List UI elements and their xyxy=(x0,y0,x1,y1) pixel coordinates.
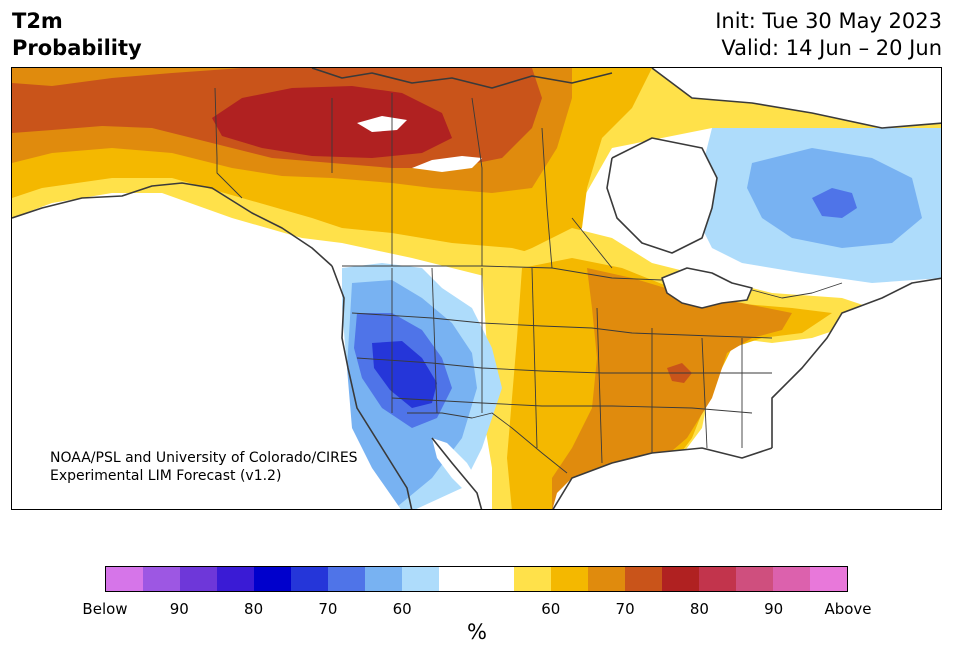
us-shading xyxy=(332,228,872,509)
arctic-coast xyxy=(651,68,941,129)
colorbar-segment xyxy=(106,567,144,591)
colorbar-segment xyxy=(217,567,255,591)
colorbar-segment xyxy=(291,567,329,591)
colorbar-segment xyxy=(550,567,588,591)
state-border-col-4 xyxy=(531,267,538,449)
province-border-5 xyxy=(571,217,613,269)
colorbar-segment xyxy=(735,567,773,591)
colorbar-segment xyxy=(402,567,440,591)
hudson-bay xyxy=(607,138,717,253)
map-title: T2m Probability xyxy=(12,8,142,62)
alaska-coast xyxy=(12,182,333,267)
us-mexico-border xyxy=(407,412,568,474)
pacific-ocean xyxy=(12,198,401,509)
coastlines xyxy=(12,68,941,509)
credit-line-1: NOAA/PSL and University of Colorado/CIRE… xyxy=(50,450,358,466)
colorbar-segment xyxy=(661,567,699,591)
probability-colorbar xyxy=(105,566,848,592)
atlantic-ocean xyxy=(772,298,941,488)
colorbar-segment xyxy=(328,567,366,591)
colorbar-segment xyxy=(513,567,551,591)
colorbar-tick-label: 80 xyxy=(689,600,709,618)
hudson-bay-coast xyxy=(606,137,718,254)
colorbar-segment xyxy=(476,567,514,591)
colorbar-tick-label: 70 xyxy=(318,600,338,618)
zone-east-mid-blue xyxy=(812,188,857,218)
province-border-3 xyxy=(471,97,483,266)
state-border-col-7 xyxy=(701,337,708,449)
colorbar-tick-label: Above xyxy=(824,600,872,618)
colorbar-segment xyxy=(772,567,810,591)
baja-coast xyxy=(431,437,483,509)
west-coast xyxy=(331,265,413,509)
map-canvas xyxy=(12,68,941,509)
colorbar-unit: % xyxy=(467,620,487,644)
colorbar-tick-label: 80 xyxy=(244,600,264,618)
colorbar-segment xyxy=(698,567,736,591)
gulf-of-mexico xyxy=(552,448,941,509)
title-variable: T2m xyxy=(12,9,63,33)
state-border-row-2 xyxy=(356,357,772,374)
credit-line-2: Experimental LIM Forecast (v1.2) xyxy=(50,468,282,484)
zone-us-orange xyxy=(552,268,792,509)
us-canada-border-east xyxy=(751,282,843,299)
province-border-4 xyxy=(541,127,553,269)
colorbar-tick-label: Below xyxy=(82,600,128,618)
forecast-dates: Init: Tue 30 May 2023 Valid: 14 Jun – 20… xyxy=(715,8,942,62)
valid-date: Valid: 14 Jun – 20 Jun xyxy=(721,36,942,60)
state-border-col-5 xyxy=(596,307,603,464)
colorbar-tick-label: 90 xyxy=(764,600,784,618)
colorbar-segment xyxy=(439,567,477,591)
great-slave-lake xyxy=(412,156,482,172)
init-date: Init: Tue 30 May 2023 xyxy=(715,9,942,33)
colorbar-tick-label: 90 xyxy=(169,600,189,618)
great-bear-lake xyxy=(357,116,407,132)
colorbar-segment xyxy=(180,567,218,591)
great-lakes xyxy=(662,268,752,308)
east-coast xyxy=(771,277,941,448)
east-canada-shading xyxy=(692,128,941,283)
political-borders xyxy=(214,87,843,474)
colorbar-segment xyxy=(143,567,181,591)
zone-west-deep-blue xyxy=(372,341,437,408)
state-border-row-3 xyxy=(391,397,753,414)
arctic-channel xyxy=(652,68,941,128)
title-type: Probability xyxy=(12,36,142,60)
arctic-islands xyxy=(311,68,613,89)
colorbar-segment xyxy=(809,567,847,591)
ocean-areas xyxy=(12,68,941,509)
colorbar-tick-label: 70 xyxy=(615,600,635,618)
colorbar-segment xyxy=(254,567,292,591)
state-border-col-2 xyxy=(431,267,438,414)
state-border-row-1 xyxy=(351,312,773,339)
colorbar-segment xyxy=(587,567,625,591)
great-lakes-outline xyxy=(661,267,753,309)
colorbar-segment xyxy=(365,567,403,591)
colorbar-tick-label: 60 xyxy=(392,600,412,618)
forecast-map: NOAA/PSL and University of Colorado/CIRE… xyxy=(11,67,942,510)
colorbar-tick-label: 60 xyxy=(541,600,561,618)
us-canada-border xyxy=(342,265,663,281)
alaska-canada-border xyxy=(214,87,243,199)
map-credit: NOAA/PSL and University of Colorado/CIRE… xyxy=(50,449,358,485)
colorbar-segment xyxy=(624,567,662,591)
